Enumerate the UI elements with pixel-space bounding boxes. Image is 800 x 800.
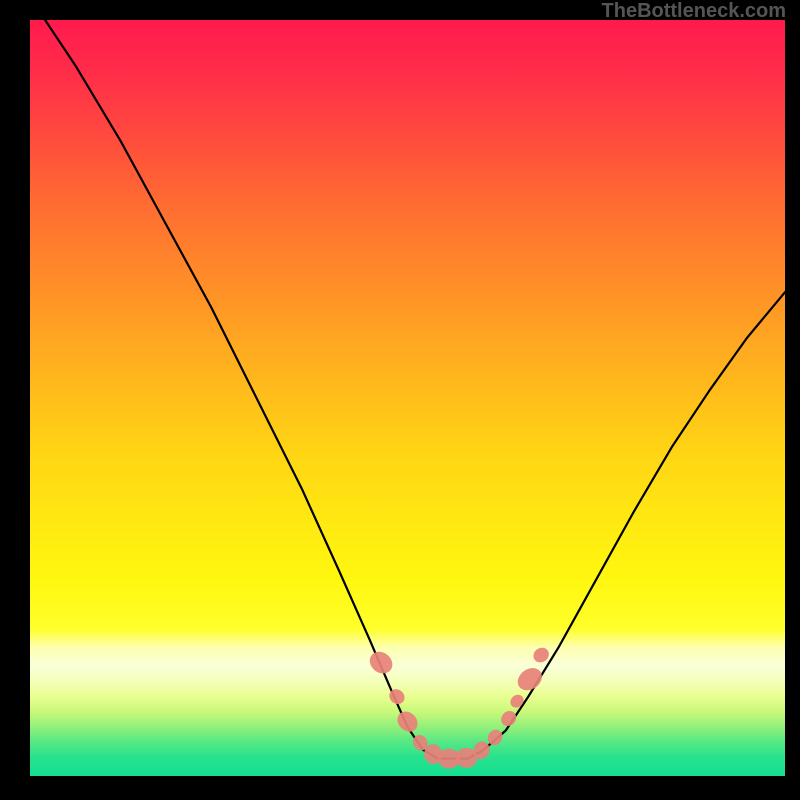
plot-area xyxy=(30,20,785,776)
bead xyxy=(513,664,546,695)
bead xyxy=(365,647,396,678)
bead xyxy=(498,708,519,729)
bead xyxy=(393,707,421,735)
bead xyxy=(386,686,407,707)
watermark-text: TheBottleneck.com xyxy=(602,0,786,23)
chart-svg xyxy=(30,20,785,776)
bead xyxy=(508,692,526,710)
bead-group xyxy=(365,645,551,769)
bottleneck-curve xyxy=(45,20,785,759)
